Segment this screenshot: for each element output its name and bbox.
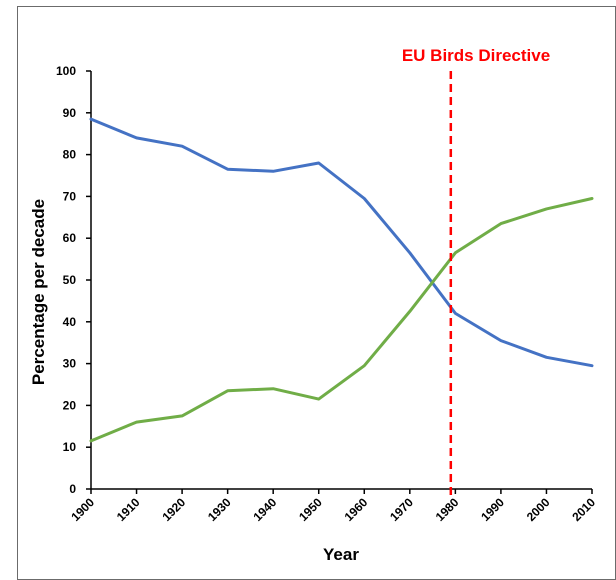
x-tick-label: 1900	[68, 495, 97, 524]
series-line-1	[89, 117, 594, 368]
y-tick-label: 70	[63, 189, 77, 203]
x-tick-label: 2010	[569, 495, 598, 524]
y-tick-label: 0	[69, 482, 76, 496]
x-tick-label: 1960	[342, 495, 371, 524]
y-tick-label: 60	[63, 231, 77, 245]
y-tick-label: 20	[63, 398, 77, 412]
y-tick-label: 50	[63, 273, 77, 287]
y-axis-title: Percentage per decade	[29, 199, 48, 385]
x-tick-label: 1990	[478, 495, 507, 524]
x-tick-label: 1940	[251, 495, 280, 524]
series-line-2	[89, 197, 594, 443]
y-tick-label: 90	[63, 106, 77, 120]
y-tick-label: 40	[63, 315, 77, 329]
chart-frame	[17, 6, 616, 580]
x-tick-label: 1950	[296, 495, 325, 524]
x-tick-label: 1930	[205, 495, 234, 524]
x-tick-label: 1910	[114, 495, 143, 524]
x-tick-label: 1980	[433, 495, 462, 524]
x-tick-label: 1920	[159, 495, 188, 524]
axis-ticks	[86, 70, 593, 494]
y-tick-label: 10	[63, 440, 77, 454]
series-lines	[89, 117, 594, 443]
y-tick-label: 100	[56, 64, 76, 78]
x-axis-title: Year	[323, 545, 359, 564]
x-tick-label: 2000	[524, 495, 553, 524]
x-tick-label: 1970	[387, 495, 416, 524]
y-tick-label: 30	[63, 357, 77, 371]
y-tick-label: 80	[63, 148, 77, 162]
eu-birds-directive-label: EU Birds Directive	[402, 46, 550, 65]
y-tick-labels: 0 10 20 30 40 50 60 70 80 90 100	[56, 64, 76, 496]
x-tick-labels: 1900 1910 1920 1930 1940 1950 1960 1970 1980 1990…	[68, 495, 598, 524]
